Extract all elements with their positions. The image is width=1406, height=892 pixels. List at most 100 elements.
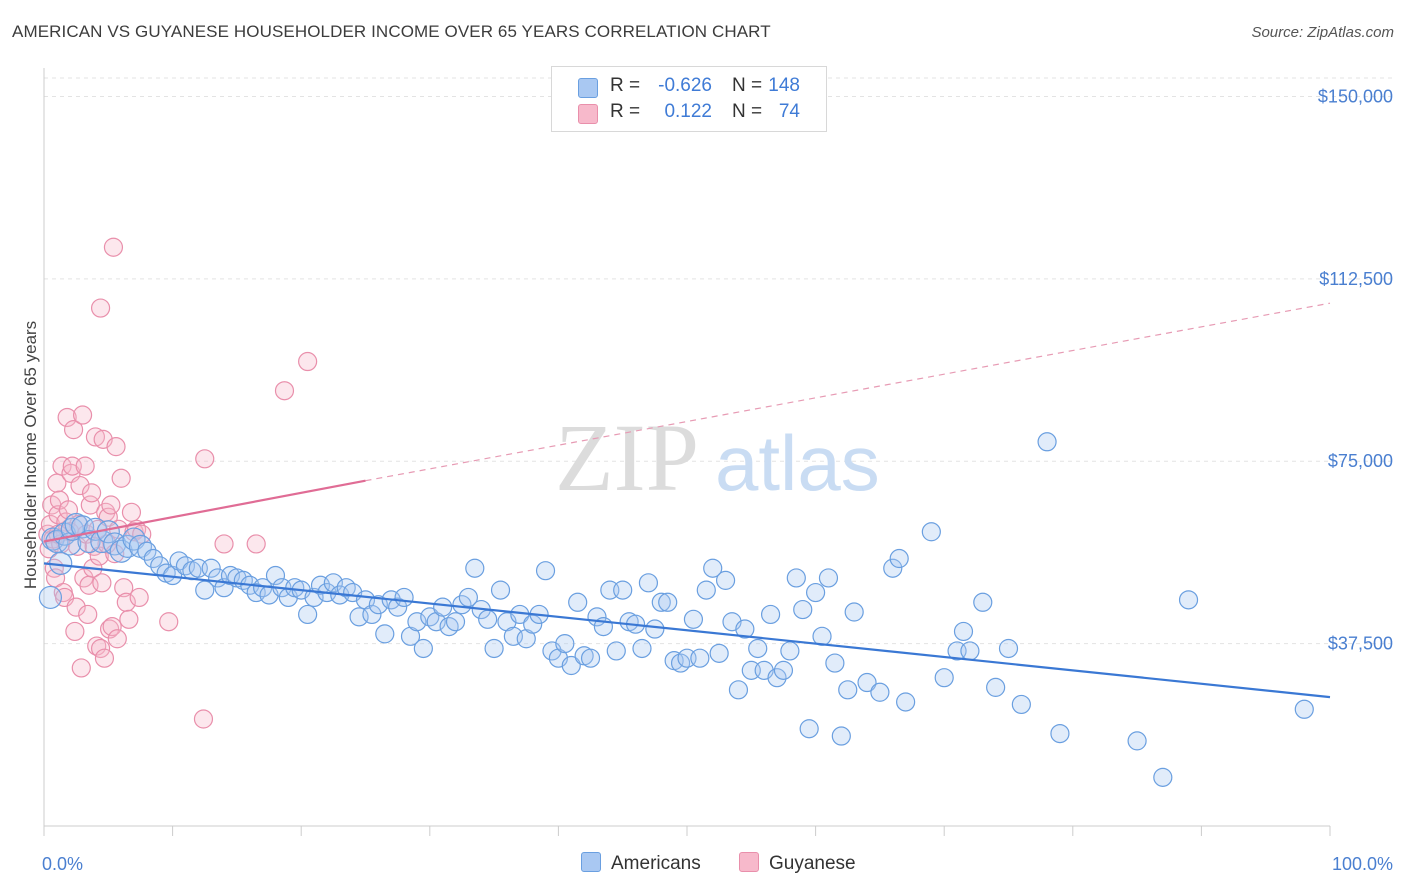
americans-point [735, 619, 755, 639]
americans-point [1178, 590, 1199, 610]
trend-lines [43, 302, 1331, 699]
americans-trend-line [43, 562, 1331, 699]
guyanese-point [70, 475, 90, 496]
correlation-legend: R = -0.626 N = 148 R = 0.122 N = 74 [551, 66, 827, 132]
americans-point [831, 726, 851, 746]
guyanese-point [78, 604, 98, 625]
americans-point [658, 592, 678, 612]
guyanese-points [38, 237, 318, 729]
americans-point [767, 668, 787, 688]
guyanese-point [246, 534, 266, 554]
americans-point [1037, 432, 1057, 452]
guyanese-point [298, 351, 318, 372]
y-tick-label: $112,500 [1319, 269, 1393, 289]
guyanese-point [99, 619, 120, 639]
bottom-legend-label-americans: Americans [611, 853, 701, 874]
guyanese-point [121, 502, 142, 522]
guyanese-point [63, 420, 84, 440]
americans-point [535, 561, 556, 581]
guyanese-point [214, 534, 234, 554]
x-tick-label-0: 0.0% [42, 854, 83, 874]
guyanese-point [89, 546, 109, 566]
americans-point [973, 592, 993, 612]
guyanese-point [195, 449, 215, 469]
americans-point [690, 648, 710, 668]
americans-point [478, 609, 498, 629]
americans-point [651, 592, 671, 612]
americans-point [728, 680, 749, 700]
bottom-legend-americans: Americans [581, 852, 701, 875]
americans-point [818, 568, 839, 588]
americans-point [896, 692, 916, 712]
guyanese-point [71, 658, 91, 678]
americans-point [122, 527, 146, 551]
x-tick-label-100: 100.0% [1332, 854, 1393, 874]
americans-point [452, 595, 472, 615]
americans-point [433, 597, 453, 617]
americans-point [857, 672, 877, 693]
americans-point [638, 573, 659, 593]
americans-point [696, 580, 716, 600]
americans-point [703, 558, 723, 578]
guyanese-point [107, 629, 127, 649]
americans-point [838, 680, 858, 700]
americans-point [1050, 723, 1070, 744]
guyanese-point [102, 616, 122, 637]
grid-lines [44, 77, 1395, 645]
bottom-legend-swatch-guyanese [739, 852, 759, 872]
guyanese-point [103, 237, 124, 257]
americans-point [38, 585, 63, 610]
americans-point [143, 548, 163, 569]
bottom-legend-guyanese: Guyanese [739, 852, 856, 875]
americans-point [568, 592, 588, 612]
legend-r-label: R = [610, 75, 641, 96]
legend-r-label: R = [610, 101, 641, 122]
guyanese-point [106, 437, 126, 457]
guyanese-point [119, 609, 139, 629]
americans-point [407, 612, 427, 632]
americans-point [786, 568, 806, 588]
americans-point [825, 653, 845, 673]
americans-point [77, 529, 101, 554]
americans-point [844, 602, 864, 622]
axes [43, 68, 1331, 836]
americans-point [375, 624, 395, 644]
bottom-legend-swatch-americans [581, 852, 601, 872]
legend-n-label: N = [732, 101, 763, 122]
y-tick-labels: $37,500 $75,000 $112,500 $150,000 [1318, 86, 1393, 653]
americans-point [465, 558, 485, 578]
guyanese-point [66, 597, 86, 617]
americans-point [632, 638, 652, 659]
legend-r-value-guyanese: 0.122 [664, 101, 712, 122]
americans-point [1294, 699, 1314, 719]
legend-swatch-guyanese [578, 104, 598, 124]
americans-point [883, 558, 903, 578]
americans-point [606, 641, 626, 661]
legend-n-label: N = [732, 75, 763, 96]
guyanese-point [85, 427, 106, 447]
americans-point [298, 604, 318, 625]
guyanese-point [111, 468, 131, 488]
americans-point [613, 580, 633, 600]
americans-point [998, 638, 1019, 659]
americans-point [265, 565, 286, 586]
legend-swatch-americans [578, 78, 598, 98]
americans-point [986, 677, 1006, 697]
y-axis-label: Householder Income Over 65 years [21, 321, 40, 589]
americans-point [748, 638, 768, 659]
americans-point [921, 522, 941, 542]
americans-point [323, 573, 343, 593]
americans-point [934, 668, 954, 688]
guyanese-point [193, 709, 214, 729]
source-label: Source: ZipAtlas.com [1251, 24, 1394, 41]
americans-point [793, 599, 813, 620]
americans-point [889, 548, 909, 569]
watermark-atlas: atlas [715, 419, 880, 507]
americans-point [388, 597, 408, 617]
legend-n-value-americans: 148 [768, 75, 800, 96]
guyanese-point [97, 534, 117, 554]
americans-point [580, 648, 601, 668]
guyanese-point [114, 578, 134, 598]
legend-row-guyanese: R = 0.122 N = 74 [552, 101, 826, 127]
